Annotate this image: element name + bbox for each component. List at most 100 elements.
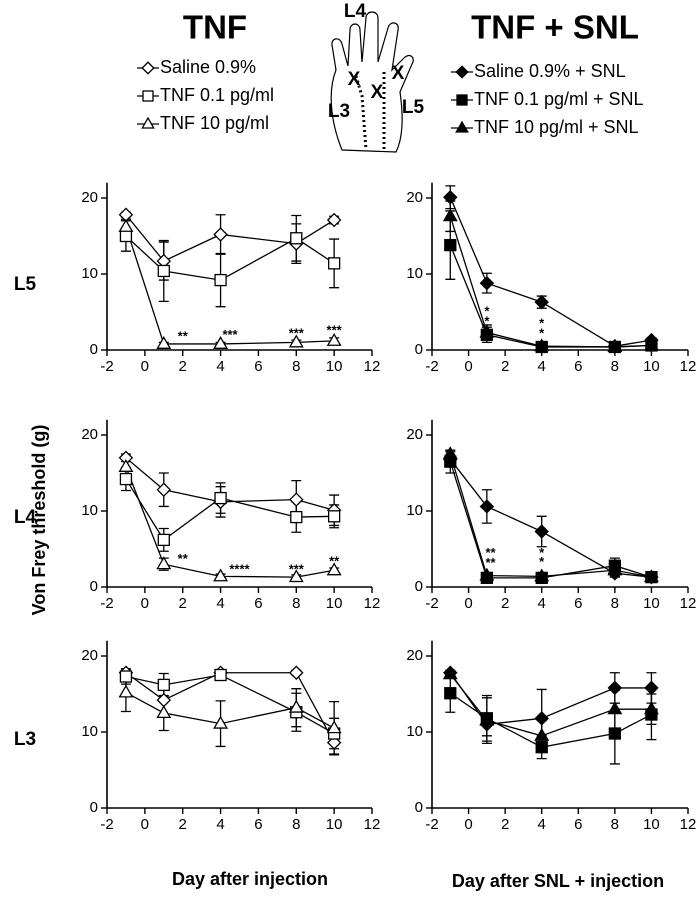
y-tick-label: 10 — [81, 502, 98, 519]
x-tick-label: 6 — [574, 595, 582, 612]
marker — [141, 61, 155, 75]
marker — [535, 741, 548, 754]
marker — [444, 238, 457, 252]
row-label: L3 — [14, 729, 36, 750]
marker — [456, 94, 468, 106]
series-line — [449, 461, 652, 579]
x-tick-label: 12 — [680, 358, 697, 375]
nerve-line — [354, 75, 368, 151]
annotation: ** — [485, 555, 496, 570]
x-tick-label: 6 — [574, 816, 582, 833]
marker — [118, 218, 134, 232]
marker — [607, 701, 623, 715]
x-tick-label: 0 — [464, 595, 472, 612]
marker — [326, 720, 342, 734]
paw-label: L4 — [344, 1, 367, 22]
marker — [644, 680, 659, 696]
series-line — [125, 478, 335, 541]
x-tick-label: 8 — [292, 358, 300, 375]
x-tick-label: 0 — [464, 816, 472, 833]
y-tick-label: 0 — [90, 799, 98, 816]
x-tick-label: 10 — [326, 358, 343, 375]
marker — [119, 670, 133, 683]
row-label: L5 — [14, 274, 37, 295]
annotation: *** — [289, 325, 305, 340]
marker — [289, 492, 304, 507]
marker — [326, 212, 342, 228]
series-line — [125, 457, 335, 511]
x-tick-label: 12 — [680, 595, 697, 612]
y-tick-label: 0 — [415, 578, 423, 595]
x-tick-label: 2 — [179, 358, 187, 375]
x-tick-label: 2 — [179, 595, 187, 612]
marker — [214, 491, 227, 505]
marker — [443, 189, 458, 205]
x-tick-label: 6 — [254, 358, 262, 375]
x-tick-label: 10 — [643, 816, 660, 833]
x-tick-label: -2 — [100, 358, 113, 375]
marker — [326, 562, 342, 576]
x-tick-label: 8 — [611, 358, 619, 375]
x-tick-label: -2 — [100, 816, 113, 833]
x-tick-label: 4 — [538, 816, 546, 833]
series-line — [125, 691, 335, 729]
marker — [479, 712, 495, 726]
marker — [444, 687, 457, 700]
annotation: * — [539, 554, 545, 569]
y-tick-label: 20 — [406, 647, 423, 664]
marker — [142, 90, 154, 102]
column-title: TNF + SNL — [471, 9, 639, 46]
x-tick-label: 4 — [538, 595, 546, 612]
x-tick-label: 8 — [611, 595, 619, 612]
marker — [156, 556, 172, 570]
marker — [288, 569, 304, 583]
x-tick-label: 12 — [680, 816, 697, 833]
x-tick-label: -2 — [100, 595, 113, 612]
series-line — [449, 673, 652, 737]
y-tick-label: 20 — [81, 189, 98, 206]
x-tick-label: 12 — [364, 595, 381, 612]
marker — [214, 668, 227, 682]
marker — [213, 715, 229, 729]
x-tick-label: 4 — [216, 358, 224, 375]
y-tick-label: 20 — [406, 189, 423, 206]
marker — [607, 680, 623, 696]
marker — [607, 562, 623, 576]
series-line — [449, 244, 652, 348]
y-tick-label: 10 — [406, 502, 423, 519]
x-tick-label: 12 — [364, 816, 381, 833]
marker — [326, 332, 342, 346]
y-tick-label: 10 — [406, 265, 423, 282]
annotation: * — [484, 313, 490, 328]
marker — [213, 568, 229, 582]
y-tick-label: 20 — [81, 426, 98, 443]
x-tick-label: 6 — [574, 358, 582, 375]
paw-mark: X — [392, 63, 405, 84]
paw-label: L3 — [328, 101, 350, 122]
annotation: * — [539, 316, 545, 331]
marker — [288, 334, 304, 348]
x-tick-label: 0 — [141, 358, 149, 375]
annotation: **** — [229, 562, 250, 577]
marker — [213, 336, 229, 349]
marker — [442, 446, 458, 460]
paw-mark: X — [348, 69, 361, 90]
y-tick-label: 10 — [406, 723, 423, 740]
marker — [534, 568, 550, 582]
x-tick-label: 4 — [216, 595, 224, 612]
x-tick-label: 12 — [364, 358, 381, 375]
marker — [643, 569, 659, 583]
x-tick-label: 2 — [501, 358, 509, 375]
y-tick-label: 20 — [81, 647, 98, 664]
x-tick-label: 0 — [141, 595, 149, 612]
x-tick-label: 8 — [292, 816, 300, 833]
marker — [479, 499, 495, 514]
marker — [534, 524, 549, 539]
marker — [288, 699, 304, 713]
x-tick-label: 2 — [179, 816, 187, 833]
series-line — [449, 196, 652, 347]
annotation: * — [539, 325, 545, 340]
marker — [442, 666, 458, 680]
marker — [156, 705, 172, 719]
